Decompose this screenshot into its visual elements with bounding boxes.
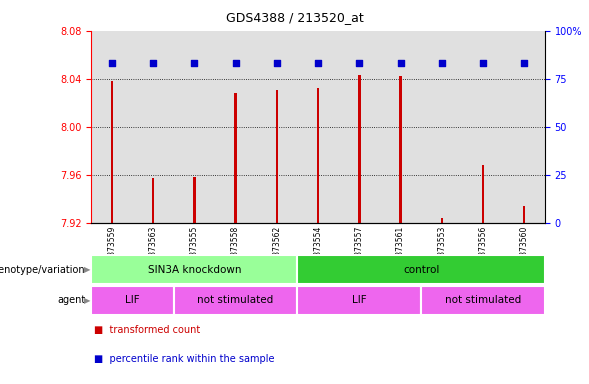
Bar [441,218,443,223]
Bar [91,286,174,315]
Point [190,60,199,66]
Text: agent: agent [57,295,85,306]
Point [107,60,117,66]
Text: LIF: LIF [352,295,366,306]
Text: ■  percentile rank within the sample: ■ percentile rank within the sample [94,354,274,364]
Text: ■  transformed count: ■ transformed count [94,325,200,335]
Point [478,60,488,66]
Bar [297,286,421,315]
Bar [91,255,297,284]
Text: ▶: ▶ [84,296,90,305]
Text: control: control [403,265,439,275]
Bar [174,286,297,315]
Bar [152,178,154,223]
Point [231,60,240,66]
Point [437,60,446,66]
Point [519,60,529,66]
Bar [358,75,360,223]
Point [355,60,364,66]
Bar [317,88,319,223]
Text: not stimulated: not stimulated [445,295,521,306]
Bar [276,89,278,223]
Point [148,60,158,66]
Bar [297,255,545,284]
Point [313,60,323,66]
Text: ▶: ▶ [84,265,90,274]
Text: LIF: LIF [125,295,140,306]
Text: SIN3A knockdown: SIN3A knockdown [148,265,241,275]
Text: not stimulated: not stimulated [197,295,274,306]
Bar [399,76,402,223]
Bar [482,165,484,223]
Bar [523,206,525,223]
Bar [193,177,196,223]
Point [272,60,282,66]
Text: GDS4388 / 213520_at: GDS4388 / 213520_at [226,11,363,24]
Text: genotype/variation: genotype/variation [0,265,85,275]
Bar [111,81,113,223]
Point [396,60,405,66]
Bar [421,286,545,315]
Bar [234,93,237,223]
